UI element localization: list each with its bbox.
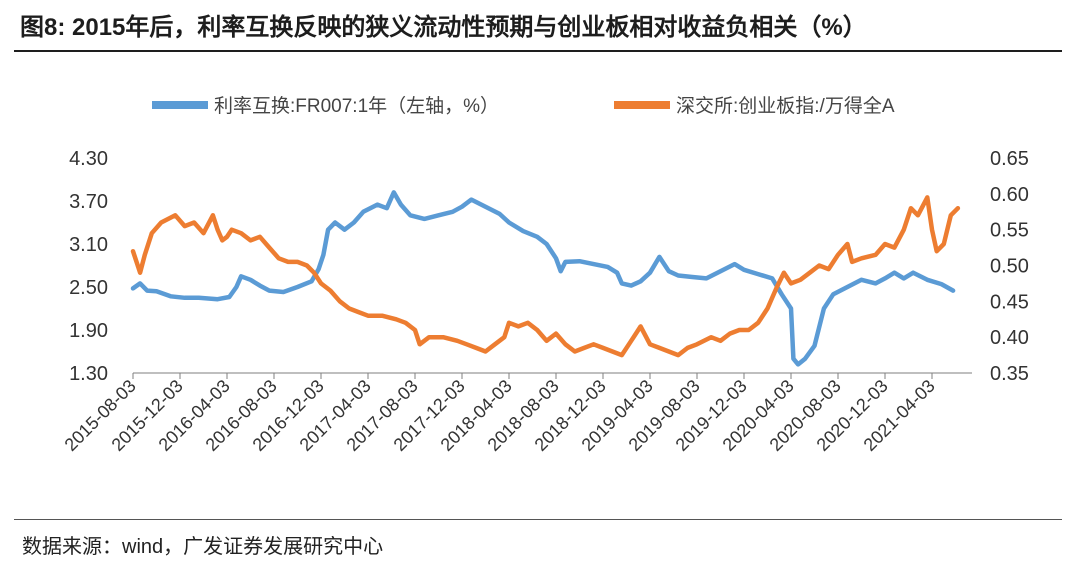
- title-divider: [14, 50, 1062, 52]
- axes: 2015-08-032015-12-032016-04-032016-08-03…: [61, 148, 1029, 455]
- series-line-chinext-ratio: [130, 195, 961, 358]
- y-left-tick-label: 1.90: [69, 320, 108, 342]
- y-right-tick-label: 0.45: [990, 291, 1029, 313]
- y-left-tick-label: 3.10: [69, 234, 108, 256]
- y-right-tick-label: 0.50: [990, 256, 1029, 278]
- chart: 利率互换:FR007:1年（左轴，%） 深交所:创业板指:/万得全A 2015-0…: [61, 95, 1029, 455]
- y-right-tick-label: 0.55: [990, 220, 1029, 242]
- legend: 利率互换:FR007:1年（左轴，%） 深交所:创业板指:/万得全A: [152, 95, 895, 117]
- y-right-tick-label: 0.65: [990, 148, 1029, 170]
- y-left-tick-label: 2.50: [69, 277, 108, 299]
- legend-label-fr007: 利率互换:FR007:1年（左轴，%）: [214, 95, 499, 117]
- y-left-tick-label: 4.30: [69, 148, 108, 170]
- footer-divider: [14, 519, 1062, 520]
- y-right-tick-label: 0.40: [990, 327, 1029, 349]
- source-note: 数据来源：wind，广发证券发展研究中心: [22, 536, 384, 558]
- y-right-tick-label: 0.60: [990, 184, 1029, 206]
- chart-title: 图8: 2015年后，利率互换反映的狭义流动性预期与创业板相对收益负相关（%）: [20, 14, 867, 41]
- legend-label-chinext-ratio: 深交所:创业板指:/万得全A: [676, 95, 895, 117]
- y-right-tick-label: 0.35: [990, 363, 1029, 385]
- y-left-tick-label: 1.30: [69, 363, 108, 385]
- series-line-fr007: [130, 190, 956, 367]
- series-layer: [130, 190, 961, 367]
- y-left-tick-label: 3.70: [69, 191, 108, 213]
